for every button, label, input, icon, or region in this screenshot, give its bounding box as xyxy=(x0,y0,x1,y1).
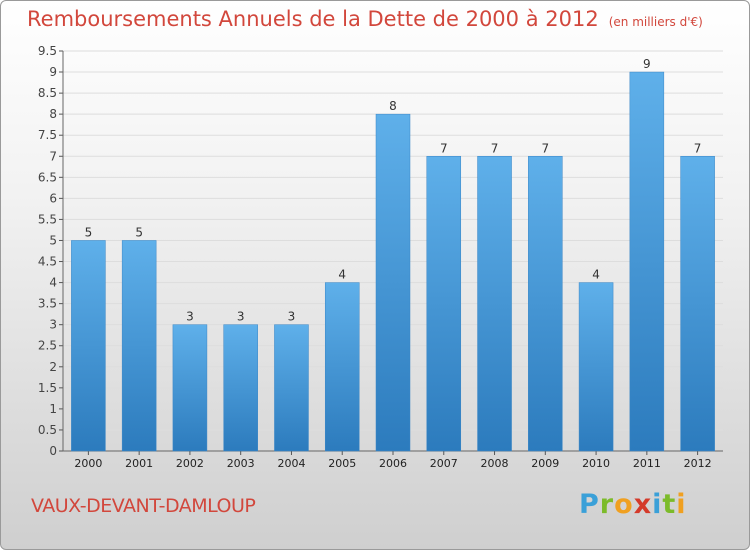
bar-value-label: 3 xyxy=(288,310,296,324)
logo-letter: o xyxy=(614,489,634,520)
x-tick-label: 2012 xyxy=(684,457,712,470)
x-tick-label: 2005 xyxy=(328,457,356,470)
x-tick-label: 2003 xyxy=(227,457,255,470)
x-tick-label: 2006 xyxy=(379,457,407,470)
bar-value-label: 7 xyxy=(541,141,549,155)
y-tick-label: 5 xyxy=(49,233,57,247)
bar-value-label: 8 xyxy=(389,99,397,113)
y-tick-label: 1 xyxy=(49,402,57,416)
bar xyxy=(274,324,309,452)
bar xyxy=(680,156,715,452)
bar-value-label: 5 xyxy=(135,225,143,239)
y-tick-label: 7.5 xyxy=(38,128,57,142)
bar xyxy=(375,113,411,452)
x-tick-label: 2009 xyxy=(531,457,559,470)
y-tick-label: 0 xyxy=(49,444,57,458)
proxiti-logo: Proxiti xyxy=(579,489,687,520)
x-tick-label: 2008 xyxy=(481,457,509,470)
y-tick-label: 3 xyxy=(49,318,57,332)
x-tick-label: 2010 xyxy=(582,457,610,470)
bar-value-label: 3 xyxy=(237,310,245,324)
y-tick-label: 9 xyxy=(49,65,57,79)
bar-value-label: 3 xyxy=(186,310,194,324)
x-tick-label: 2011 xyxy=(633,457,661,470)
logo-letter: r xyxy=(599,489,615,520)
bar xyxy=(71,240,106,452)
y-tick-label: 2.5 xyxy=(38,339,57,353)
bars xyxy=(71,71,715,452)
bar xyxy=(528,156,563,452)
logo-letter: x xyxy=(633,489,653,520)
logo-letter: i xyxy=(652,489,663,520)
bar xyxy=(223,324,258,452)
logo-letter: t xyxy=(662,489,677,520)
y-tick-label: 9.5 xyxy=(38,44,57,58)
y-tick-label: 8.5 xyxy=(38,86,57,100)
x-tick-label: 2001 xyxy=(125,457,153,470)
bar-value-label: 7 xyxy=(491,141,499,155)
y-tick-label: 0.5 xyxy=(38,423,57,437)
y-tick-label: 4 xyxy=(49,276,57,290)
bar xyxy=(324,282,360,452)
bar xyxy=(426,156,462,452)
title-text: Remboursements Annuels de la Dette de 20… xyxy=(27,7,599,31)
bar xyxy=(121,240,157,452)
chart-title: Remboursements Annuels de la Dette de 20… xyxy=(27,7,703,31)
y-tick-label: 8 xyxy=(49,107,57,121)
x-tick-label: 2007 xyxy=(430,457,458,470)
logo-letter: P xyxy=(579,489,600,520)
x-tick-label: 2004 xyxy=(277,457,305,470)
y-tick-label: 4.5 xyxy=(38,255,57,269)
unit-text: (en milliers d'€) xyxy=(608,15,703,29)
y-tick-label: 1.5 xyxy=(38,381,57,395)
y-tick-label: 3.5 xyxy=(38,297,57,311)
y-tick-label: 2 xyxy=(49,360,57,374)
x-tick-label: 2002 xyxy=(176,457,204,470)
bar-value-label: 4 xyxy=(338,268,346,282)
y-tick-label: 7 xyxy=(49,149,57,163)
x-tick-label: 2000 xyxy=(74,457,102,470)
bar xyxy=(172,324,208,452)
commune-name: VAUX-DEVANT-DAMLOUP xyxy=(31,495,256,517)
bar-value-label: 9 xyxy=(643,57,651,71)
bar-value-label: 5 xyxy=(85,225,93,239)
bar xyxy=(477,156,512,452)
bar xyxy=(578,282,614,452)
bar-value-label: 7 xyxy=(694,141,702,155)
y-tick-label: 6 xyxy=(49,191,57,205)
bar xyxy=(629,71,665,452)
y-tick-label: 6.5 xyxy=(38,170,57,184)
labels: 0 0.5 1 1.5 2 2.5 3 3.5 4 4.5 5 5.5 6 6.5 7 7.5 8 8.5 9 9.5… xyxy=(38,44,712,470)
bar-value-label: 4 xyxy=(592,268,600,282)
y-tick-label: 5.5 xyxy=(38,212,57,226)
logo-letter: i xyxy=(676,489,687,520)
bar-value-label: 7 xyxy=(440,141,448,155)
